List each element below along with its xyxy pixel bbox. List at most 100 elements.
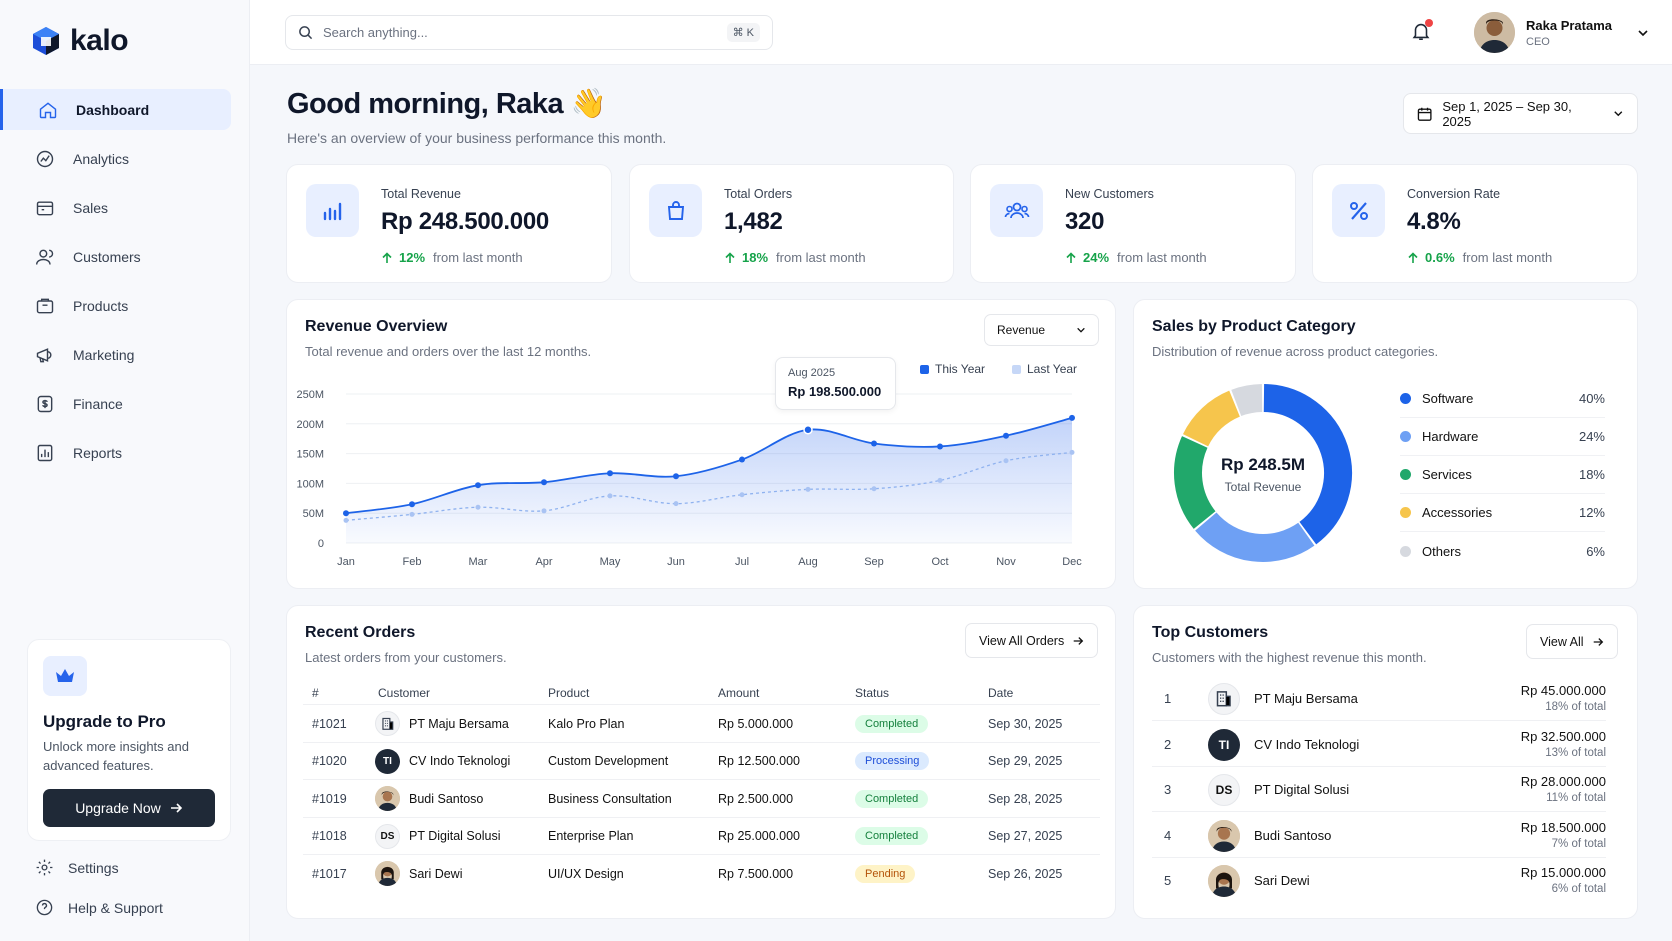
avatar xyxy=(1474,12,1515,53)
kpi-value: 1,482 xyxy=(724,208,783,235)
category-legend-item: Services 18% xyxy=(1400,456,1605,494)
this-year-area xyxy=(346,417,1072,543)
sidebar-item-analytics[interactable]: Analytics xyxy=(4,138,231,179)
calendar-icon xyxy=(1417,107,1432,121)
customer-name: PT Digital Solusi xyxy=(1254,782,1350,797)
gear-icon xyxy=(36,859,53,876)
table-row[interactable]: #1019 Budi Santoso Business Consultation Rp… xyxy=(303,779,1100,816)
upgrade-now-button[interactable]: Upgrade Now xyxy=(43,789,215,827)
sidebar-item-products[interactable]: Products xyxy=(4,285,231,326)
this-year-point xyxy=(343,510,349,517)
category-pct: 24% xyxy=(1578,429,1605,444)
sidebar: kalo Dashboard Analytics Sales Customers… xyxy=(0,0,250,941)
upgrade-title: Upgrade to Pro xyxy=(43,712,166,731)
avatar: DS xyxy=(1208,774,1240,806)
brand-logo[interactable]: kalo xyxy=(32,24,129,58)
this-year-point xyxy=(673,473,679,480)
customer-rank: 3 xyxy=(1164,782,1172,797)
revenue-metric-dropdown[interactable]: Revenue xyxy=(984,314,1099,346)
table-row[interactable]: #1017 Sari Dewi UI/UX Design Rp 7.500.000 Pe… xyxy=(303,854,1100,891)
revenue-chart: 0 50M 100M 150M 200M 250M Jan Feb Mar Apr May Jun Ju… xyxy=(296,389,1082,568)
order-id: #1017 xyxy=(312,866,347,881)
sidebar-item-customers[interactable]: Customers xyxy=(4,236,231,277)
amount-value: Rp 45.000.000 xyxy=(1520,683,1606,698)
sales-icon xyxy=(34,197,56,219)
megaphone-icon xyxy=(34,344,56,366)
table-row[interactable]: #1020 TI CV Indo Teknologi Custom Developme… xyxy=(303,741,1100,779)
view-all-customers-button[interactable]: View All xyxy=(1526,624,1618,659)
list-item[interactable]: 3 DS PT Digital Solusi Rp 28.000.000 11% of … xyxy=(1152,767,1606,812)
amount-share: 18% of total xyxy=(1545,701,1606,713)
sidebar-item-label: Customers xyxy=(73,248,141,265)
button-label: View All xyxy=(1540,634,1584,649)
x-tick-label: Oct xyxy=(931,556,948,568)
category-donut-chart xyxy=(1174,384,1352,562)
sidebar-settings[interactable]: Settings xyxy=(35,858,119,877)
kpi-card-conversion-rate: Conversion Rate 4.8% 0.6% from last mont… xyxy=(1312,164,1638,283)
order-id: #1018 xyxy=(312,829,347,843)
kpi-change-pct: 0.6% xyxy=(1425,250,1455,265)
category-name: Accessories xyxy=(1422,505,1493,520)
category-swatch xyxy=(1400,469,1411,480)
table-row[interactable]: #1021 PT Maju Bersama Kalo Pro Plan Rp 5.00… xyxy=(303,704,1100,741)
sales-category-title: Sales by Product Category xyxy=(1152,318,1356,335)
last-year-point xyxy=(1069,449,1075,455)
sidebar-help[interactable]: Help & Support xyxy=(35,898,163,917)
kpi-value: 4.8% xyxy=(1407,208,1461,235)
user-menu[interactable]: Raka Pratama CEO xyxy=(1474,12,1649,53)
status-cell: Pending xyxy=(855,855,916,892)
amount-share: 6% of total xyxy=(1551,883,1606,895)
page-subtitle: Here's an overview of your business perf… xyxy=(287,130,667,146)
view-all-orders-button[interactable]: View All Orders xyxy=(965,623,1099,658)
sidebar-item-sales[interactable]: Sales xyxy=(4,187,231,228)
sales-category-subtitle: Distribution of revenue across product c… xyxy=(1152,344,1439,359)
search-input[interactable] xyxy=(323,25,727,40)
kpi-change: 12% from last month xyxy=(381,250,523,265)
sidebar-item-dashboard[interactable]: Dashboard xyxy=(0,89,231,130)
donut-slice xyxy=(1182,390,1241,447)
user-name: Raka Pratama xyxy=(1526,17,1612,33)
column-header: Amount xyxy=(718,686,760,700)
last-year-point xyxy=(805,486,811,492)
last-year-point xyxy=(343,517,349,523)
chart-tooltip: Aug 2025 Rp 198.500.000 xyxy=(775,357,896,410)
table-row[interactable]: #1018 DS PT Digital Solusi Enterprise Plan R… xyxy=(303,816,1100,854)
building-icon xyxy=(375,711,400,736)
arrow-up-icon xyxy=(1408,251,1418,263)
order-customer: Budi Santoso xyxy=(375,780,483,817)
customer-amount: Rp 15.000.000 6% of total xyxy=(1521,865,1606,895)
order-product: Kalo Pro Plan xyxy=(548,716,625,731)
notifications-button[interactable] xyxy=(1410,19,1434,44)
kpi-change-suffix: from last month xyxy=(433,250,523,265)
category-pct: 18% xyxy=(1578,467,1605,482)
sidebar-item-reports[interactable]: Reports xyxy=(4,432,231,473)
donut-center: Rp 248.5M Total Revenue xyxy=(1193,455,1333,494)
last-year-point xyxy=(409,511,415,517)
order-customer: PT Maju Bersama xyxy=(375,705,509,742)
sidebar-item-finance[interactable]: Finance xyxy=(4,383,231,424)
avatar: TI xyxy=(375,748,400,774)
brand-name: kalo xyxy=(70,24,129,57)
revenue-overview-subtitle: Total revenue and orders over the last 1… xyxy=(305,344,592,359)
kpi-change: 18% from last month xyxy=(724,250,866,265)
date-range-picker[interactable]: Sep 1, 2025 – Sep 30, 2025 xyxy=(1403,93,1638,134)
date-range-label: Sep 1, 2025 – Sep 30, 2025 xyxy=(1442,98,1572,129)
legend-label: This Year xyxy=(935,362,986,376)
category-legend-item: Hardware 24% xyxy=(1400,418,1605,456)
list-item[interactable]: 1 PT Maju Bersama Rp 45.000.000 18% of tota… xyxy=(1152,676,1606,721)
reports-icon xyxy=(34,442,56,464)
customer-name: Sari Dewi xyxy=(1254,873,1310,888)
list-item[interactable]: 5 Sari Dewi Rp 15.000.000 6% of total xyxy=(1152,858,1606,903)
this-year-point xyxy=(541,479,547,486)
list-item[interactable]: 4 Budi Santoso Rp 18.500.000 7% of total xyxy=(1152,813,1606,858)
category-legend-item: Others 6% xyxy=(1400,532,1605,570)
x-tick-label: May xyxy=(600,556,621,568)
list-item[interactable]: 2 TI CV Indo Teknologi Rp 32.500.000 13% of … xyxy=(1152,722,1606,767)
upgrade-description: Unlock more insights and advanced featur… xyxy=(43,739,189,773)
this-year-point xyxy=(1069,414,1075,421)
sidebar-item-label: Marketing xyxy=(73,346,135,363)
status-badge: Completed xyxy=(855,714,929,733)
x-tick-label: Nov xyxy=(996,556,1016,568)
donut-slice xyxy=(1263,384,1352,545)
sidebar-item-marketing[interactable]: Marketing xyxy=(4,334,231,375)
